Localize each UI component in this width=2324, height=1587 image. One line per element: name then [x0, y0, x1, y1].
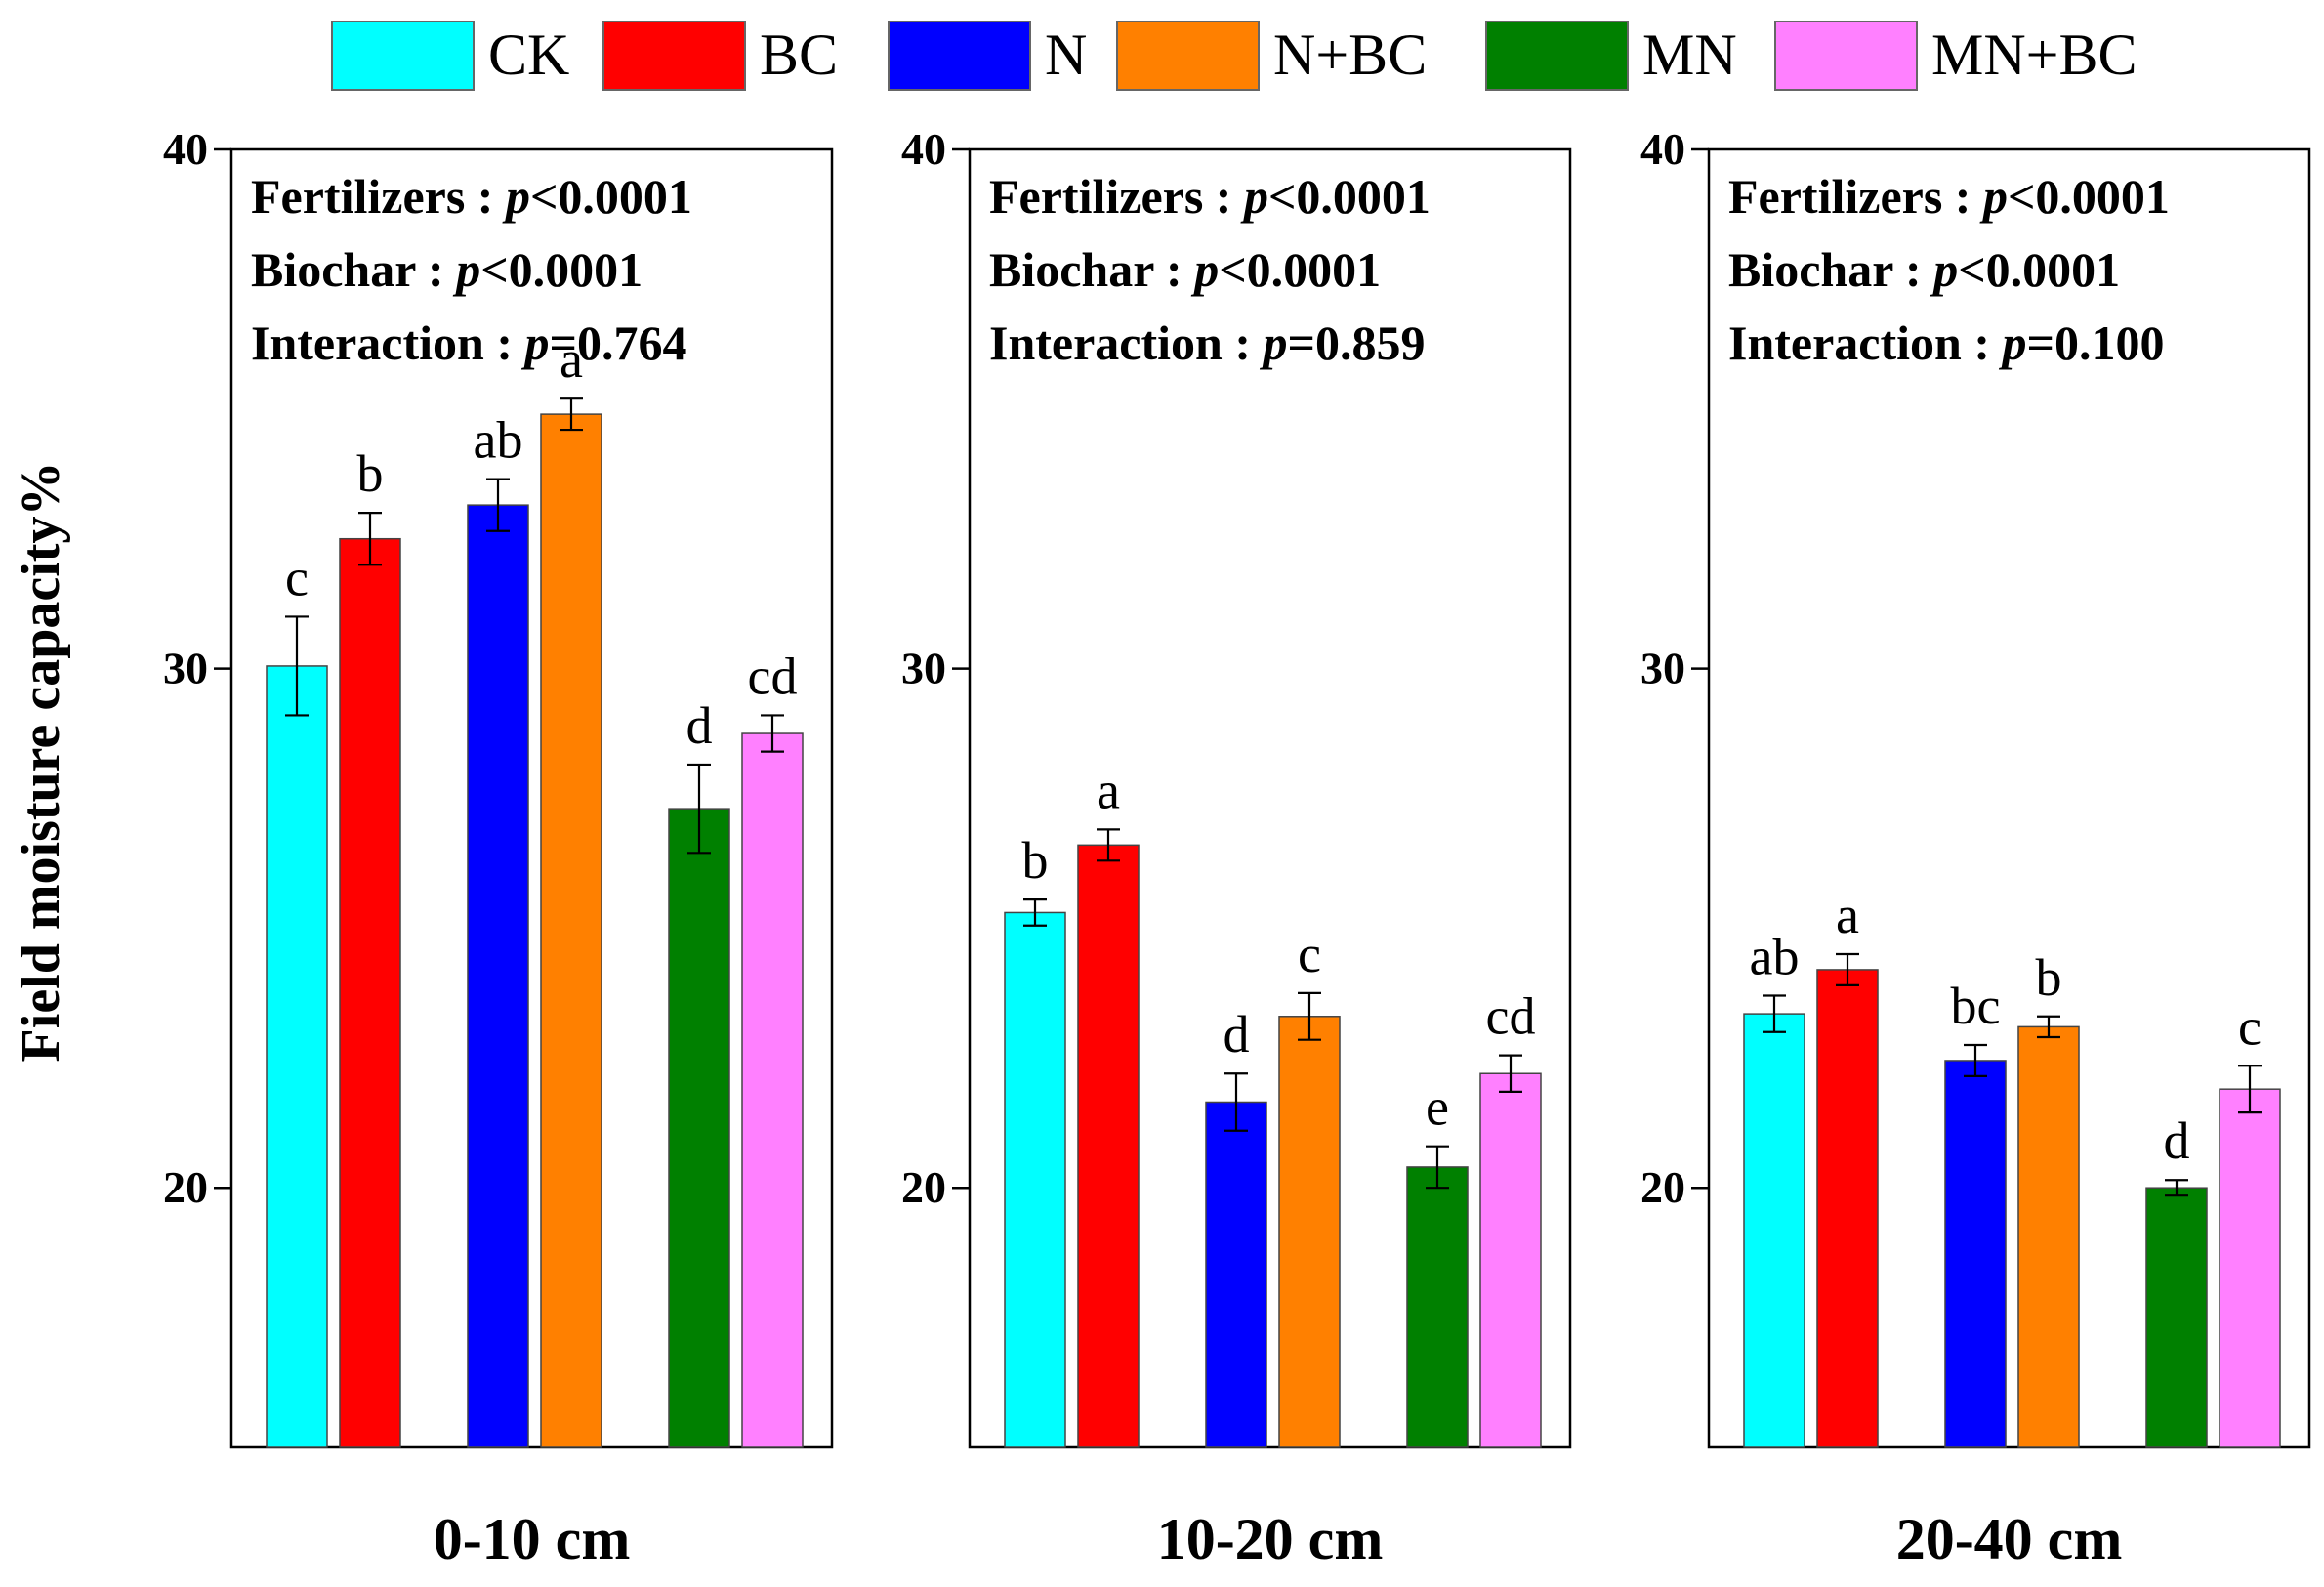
bar-mn: [668, 808, 730, 1448]
legend-item-n-plus-bc: N+BC: [1116, 21, 1427, 91]
stat-biochar: Biochar : p<0.0001: [251, 242, 643, 297]
significance-letter: cd: [1486, 987, 1536, 1046]
legend-swatch: [1116, 21, 1260, 91]
significance-letter: d: [1224, 1005, 1250, 1064]
x-axis-label: 20-40 cm: [1896, 1507, 2123, 1571]
bar-ck: [1004, 911, 1066, 1448]
legend-swatch: [1774, 21, 1918, 91]
bar-n: [467, 504, 529, 1448]
y-tick-label: 20: [163, 1162, 208, 1212]
significance-letter: c: [1298, 925, 1321, 983]
legend-item-bc: BC: [602, 21, 838, 91]
legend-swatch: [602, 21, 746, 91]
bar-mn: [2145, 1187, 2208, 1448]
legend-label: N+BC: [1273, 22, 1427, 87]
y-tick-label: 40: [163, 124, 208, 174]
bar-ck: [266, 665, 328, 1448]
bar-bc: [339, 537, 401, 1448]
legend-swatch: [1485, 21, 1629, 91]
significance-letter: d: [2164, 1111, 2190, 1170]
legend: CK BC N N+BC MN MN+BC: [331, 21, 2137, 91]
y-tick-label: 40: [901, 124, 946, 174]
legend-swatch: [888, 21, 1031, 91]
significance-letter: c: [2238, 997, 2262, 1056]
panel-frame: [229, 147, 834, 1449]
stat-fertilizers: Fertilizers : p<0.0001: [251, 169, 692, 224]
panel-1: 20 30 40 cb aba dcd Fertilizers : p<0.0001 Bioc…: [163, 124, 834, 1571]
stat-interaction: Interaction : p=0.859: [989, 315, 1426, 370]
panel-frame: [968, 147, 1572, 1449]
significance-letter: ab: [474, 411, 523, 470]
significance-letter: a: [560, 330, 583, 389]
legend-item-ck: CK: [331, 21, 569, 91]
stat-biochar: Biochar : p<0.0001: [989, 242, 1381, 297]
bar-n-plus-bc: [1278, 1016, 1341, 1448]
panel-2: 20 30 40 ba dc ecd Fertilizers : p<0.0001 Bioch…: [901, 124, 1572, 1571]
significance-letter: a: [1836, 886, 1859, 944]
legend-item-mn: MN: [1485, 21, 1737, 91]
y-tick-label: 40: [1640, 124, 1685, 174]
legend-label: CK: [488, 22, 569, 87]
bar-bc: [1816, 969, 1879, 1448]
bar-mn-plus-bc: [1479, 1072, 1542, 1448]
stat-fertilizers: Fertilizers : p<0.0001: [989, 169, 1431, 224]
significance-letter: bc: [1951, 977, 2001, 1035]
stat-fertilizers: Fertilizers : p<0.0001: [1728, 169, 2170, 224]
stat-interaction: Interaction : p=0.100: [1728, 315, 2165, 370]
significance-letter: cd: [748, 647, 798, 705]
legend-item-n: N: [888, 21, 1087, 91]
legend-label: BC: [760, 22, 838, 87]
legend-label: MN+BC: [1931, 22, 2137, 87]
legend-item-mn-plus-bc: MN+BC: [1774, 21, 2137, 91]
stat-interaction: Interaction : p=0.764: [251, 315, 687, 370]
bar-n-plus-bc: [2017, 1025, 2080, 1448]
bar-mn: [1406, 1166, 1469, 1448]
legend-swatch: [331, 21, 475, 91]
y-tick-label: 20: [901, 1162, 946, 1212]
significance-letter: a: [1097, 761, 1120, 819]
y-axis-label: Field moisture capacity%: [11, 462, 71, 1063]
y-tick-label: 20: [1640, 1162, 1685, 1212]
x-axis-label: 10-20 cm: [1157, 1507, 1384, 1571]
significance-letter: b: [357, 444, 384, 503]
bar-bc: [1077, 844, 1140, 1448]
legend-label: N: [1045, 22, 1087, 87]
panel-frame: [1707, 147, 2311, 1449]
significance-letter: ab: [1750, 928, 1800, 986]
significance-letter: b: [2036, 948, 2062, 1007]
significance-letter: e: [1426, 1078, 1449, 1137]
stat-biochar: Biochar : p<0.0001: [1728, 242, 2120, 297]
y-tick-label: 30: [163, 644, 208, 693]
significance-letter: c: [285, 548, 309, 606]
bar-n-plus-bc: [540, 413, 602, 1448]
bar-n: [1205, 1101, 1267, 1448]
y-tick-label: 30: [1640, 644, 1685, 693]
bar-ck: [1743, 1013, 1805, 1448]
bar-n: [1944, 1060, 2007, 1448]
bar-mn-plus-bc: [741, 732, 804, 1448]
x-axis-label: 0-10 cm: [434, 1507, 631, 1571]
significance-letter: b: [1022, 831, 1049, 890]
bar-mn-plus-bc: [2219, 1088, 2281, 1448]
panel-3: 20 30 40 aba bc b dc Fertilizers : p<0.0001 Bioc…: [1640, 124, 2311, 1571]
y-tick-label: 30: [901, 644, 946, 693]
legend-label: MN: [1642, 22, 1737, 87]
significance-letter: d: [686, 696, 713, 755]
